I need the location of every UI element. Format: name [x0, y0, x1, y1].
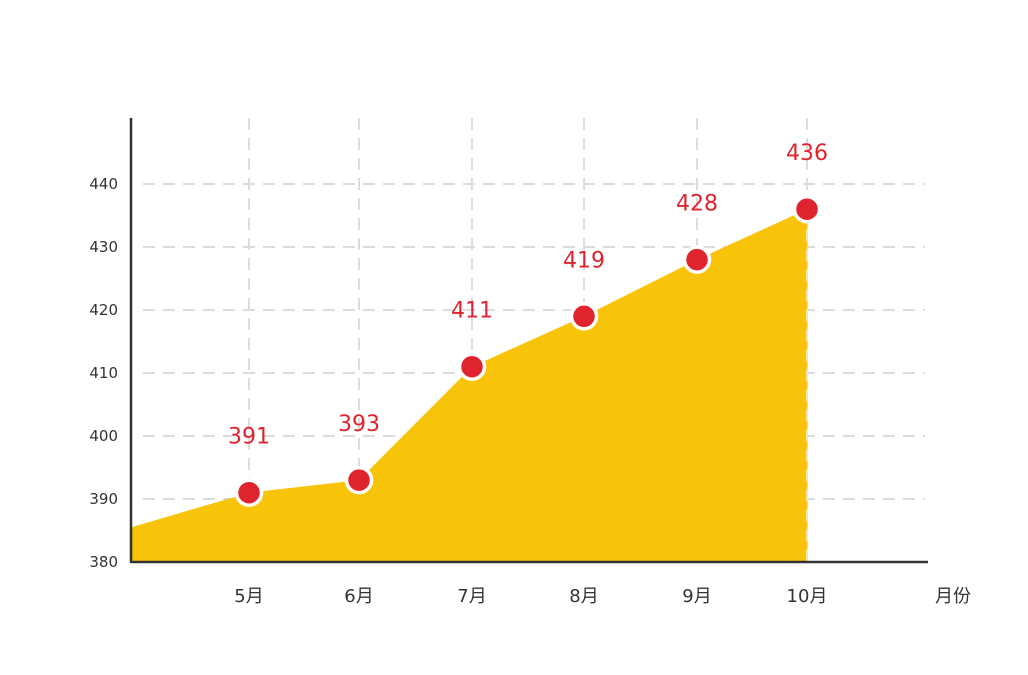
data-label: 428	[676, 192, 718, 217]
data-point	[344, 465, 374, 495]
x-tick-label: 5月	[234, 586, 263, 607]
data-point	[234, 478, 264, 507]
tick-labels: 380 390 400 410 420 430 440 5月 6月 7月 8月 9月 10月	[89, 175, 827, 607]
data-label: 391	[228, 425, 270, 450]
area-fill	[131, 209, 807, 562]
axes	[129, 118, 928, 564]
x-tick-label: 9月	[682, 586, 711, 607]
y-tick-label: 380	[89, 553, 118, 571]
area-series	[131, 209, 808, 562]
data-label: 393	[338, 412, 380, 437]
markers	[234, 194, 822, 507]
x-tick-label: 8月	[569, 586, 598, 607]
x-tick-label: 10月	[787, 586, 828, 607]
y-tick-label: 440	[89, 175, 118, 193]
x-tick-label: 6月	[344, 586, 373, 607]
y-tick-label: 430	[89, 238, 118, 256]
data-label: 436	[786, 141, 828, 166]
y-tick-label: 410	[89, 364, 118, 382]
y-tick-label: 420	[89, 301, 118, 319]
data-label: 419	[563, 248, 605, 273]
y-tick-label: 400	[89, 427, 118, 445]
data-label: 411	[451, 299, 493, 324]
x-axis-unit-label: 月份	[935, 586, 971, 607]
data-point	[682, 245, 712, 274]
data-point	[792, 194, 822, 224]
data-point	[569, 302, 599, 331]
data-point	[457, 352, 487, 381]
x-tick-label: 7月	[457, 586, 486, 607]
y-tick-label: 390	[89, 490, 118, 508]
data-labels: 391 393 411 419 428 436	[228, 141, 828, 450]
